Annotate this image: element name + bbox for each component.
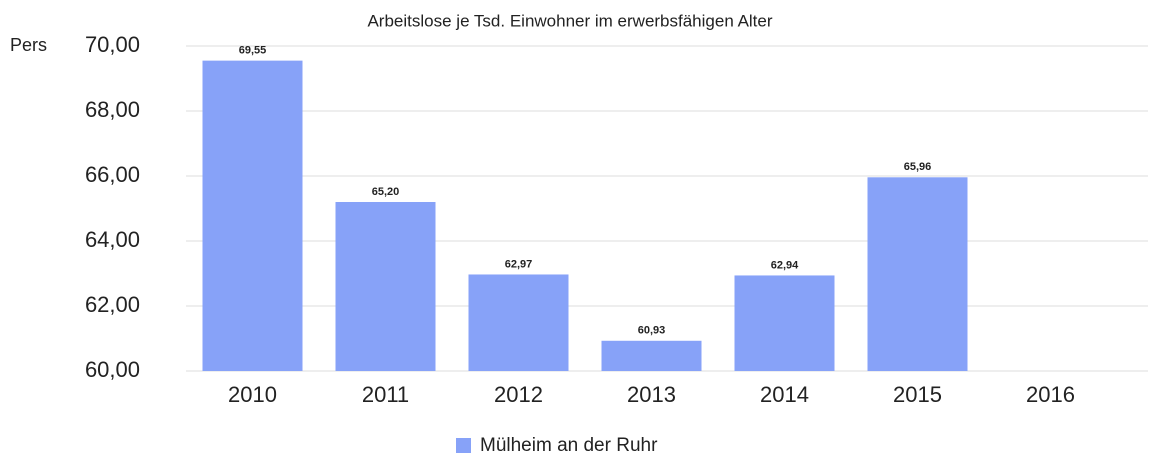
bar	[601, 340, 702, 371]
y-tick-label: 68,00	[85, 97, 140, 122]
bar	[468, 274, 569, 371]
value-label: 62,94	[771, 259, 799, 271]
y-tick-label: 60,00	[85, 357, 140, 382]
x-tick-label: 2015	[893, 382, 942, 407]
y-tick-label: 70,00	[85, 32, 140, 57]
value-label: 65,96	[904, 161, 932, 173]
x-tick-label: 2011	[362, 382, 409, 407]
bar	[202, 60, 303, 371]
y-tick-label: 66,00	[85, 162, 140, 187]
bar	[867, 177, 968, 371]
y-tick-label: 62,00	[85, 292, 140, 317]
legend-swatch	[456, 438, 471, 453]
x-tick-label: 2016	[1026, 382, 1075, 407]
x-tick-label: 2012	[494, 382, 543, 407]
value-label: 69,55	[239, 45, 267, 57]
value-label: 62,97	[505, 258, 533, 270]
legend-label: Mülheim an der Ruhr	[480, 435, 658, 456]
y-tick-label: 64,00	[85, 227, 140, 252]
x-tick-label: 2013	[627, 382, 676, 407]
bar	[335, 202, 436, 371]
x-tick-label: 2014	[760, 382, 809, 407]
value-label: 65,20	[372, 186, 400, 198]
value-label: 60,93	[638, 325, 666, 337]
bar	[734, 275, 835, 371]
x-tick-label: 2010	[228, 382, 277, 407]
chart-title: Arbeitslose je Tsd. Einwohner im erwerbs…	[367, 11, 772, 30]
y-axis-label: Pers	[10, 35, 47, 55]
